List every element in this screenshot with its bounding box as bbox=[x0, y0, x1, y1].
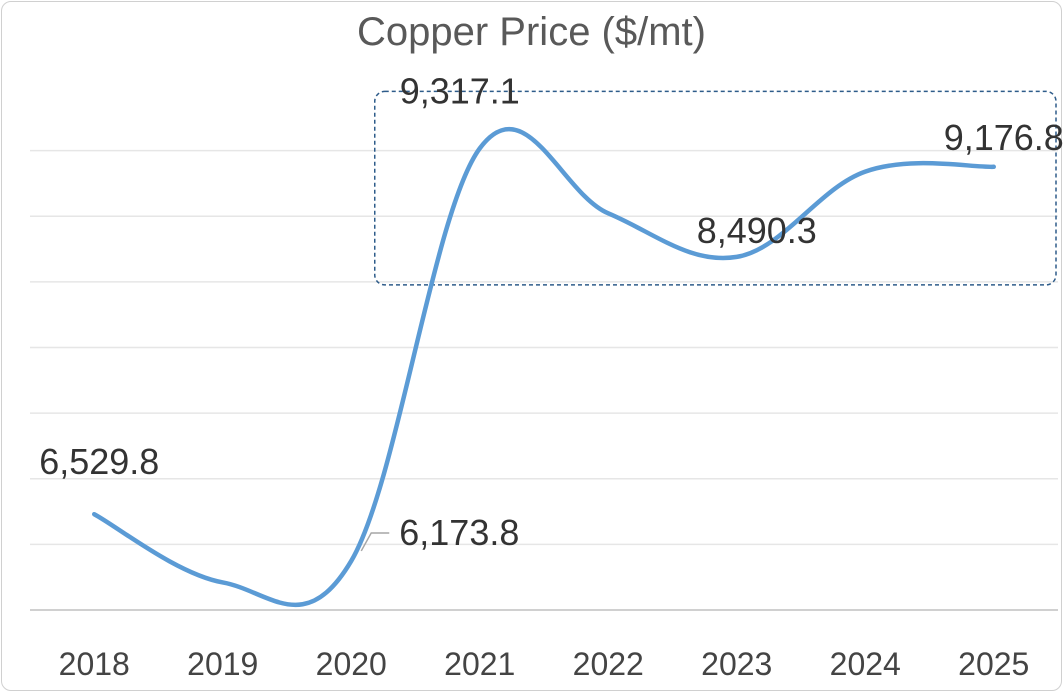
chart-title: Copper Price ($/mt) bbox=[357, 10, 706, 54]
x-tick-label: 2021 bbox=[444, 646, 515, 682]
x-tick-label: 2020 bbox=[316, 646, 387, 682]
series-line bbox=[92, 127, 996, 607]
highlight-box-group bbox=[374, 90, 1057, 286]
highlight-box bbox=[374, 90, 1057, 286]
data-label: 9,176.8 bbox=[944, 117, 1063, 158]
data-label: 6,173.8 bbox=[399, 512, 519, 553]
series-line-group bbox=[92, 127, 996, 607]
x-tick-label: 2019 bbox=[187, 646, 258, 682]
x-tick-label: 2022 bbox=[573, 646, 644, 682]
data-label-leader bbox=[360, 532, 390, 552]
x-tick-label: 2025 bbox=[958, 646, 1029, 682]
x-axis-ticks: 2018 2019 2020 2021 2022 2023 2024 2025 bbox=[59, 646, 1030, 682]
x-tick-label: 2023 bbox=[701, 646, 772, 682]
data-label: 9,317.1 bbox=[400, 70, 520, 111]
x-tick-label: 2018 bbox=[59, 646, 130, 682]
data-labels: 6,529.8 6,173.8 9,317.1 8,490.3 9,176.8 bbox=[39, 70, 1063, 553]
data-label: 6,529.8 bbox=[39, 441, 159, 482]
gridlines bbox=[30, 149, 1058, 611]
data-label: 8,490.3 bbox=[697, 210, 817, 251]
x-tick-label: 2024 bbox=[830, 646, 901, 682]
